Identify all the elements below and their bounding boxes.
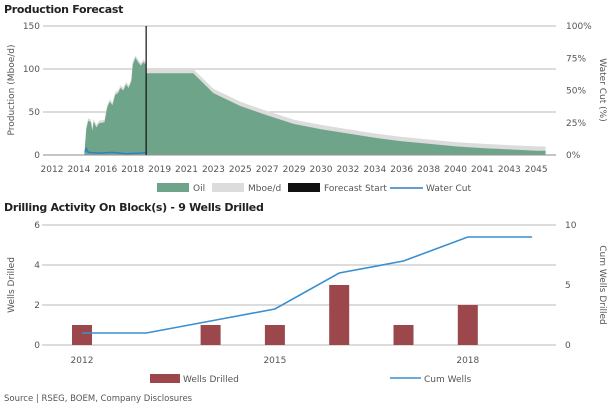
y2-axis-label: Water Cut (%)	[597, 58, 607, 121]
production-chart-title: Production Forecast	[4, 3, 124, 16]
y-axis-label: Wells Drilled	[7, 257, 17, 313]
y-tick-label: 2	[34, 301, 40, 311]
y-tick-label: 4	[34, 261, 40, 271]
legend-label: Cum Wells	[424, 375, 472, 385]
legend-label: Forecast Start	[324, 184, 387, 194]
oil-area	[52, 57, 546, 155]
legend-label: Water Cut	[426, 184, 471, 194]
y2-tick-label: 100%	[566, 22, 592, 32]
bar-wells-drilled-2015	[264, 325, 285, 345]
legend-swatch	[212, 183, 244, 192]
x-tick-label: 2034	[363, 165, 386, 175]
y2-tick-label: 75%	[566, 54, 586, 64]
y2-tick-label: 0	[565, 341, 571, 351]
y2-tick-label: 50%	[566, 87, 586, 97]
legend-label: Wells Drilled	[183, 375, 239, 385]
x-tick-label: 2036	[390, 165, 413, 175]
y2-tick-label: 25%	[566, 119, 586, 129]
y-tick-label: 0	[34, 341, 40, 351]
x-tick-label: 2012	[71, 356, 94, 366]
y-tick-label: 6	[34, 221, 40, 231]
y2-tick-label: 5	[565, 281, 571, 291]
x-tick-label: 2030	[310, 165, 333, 175]
x-tick-label: 2018	[456, 356, 479, 366]
x-tick-label: 2025	[229, 165, 252, 175]
cum-wells-line	[82, 236, 533, 334]
x-tick-label: 2023	[202, 165, 225, 175]
bar-wells-drilled-2018	[457, 305, 478, 345]
y-tick-label: 100	[23, 65, 40, 75]
x-tick-label: 2040	[444, 165, 467, 175]
water-cut-line	[84, 146, 147, 155]
x-tick-label: 2032	[336, 165, 359, 175]
x-tick-label: 2012	[41, 165, 64, 175]
y2-tick-label: 0%	[566, 151, 581, 161]
source-note: Source | RSEG, BOEM, Company Disclosures	[4, 394, 193, 404]
y-tick-label: 50	[29, 108, 41, 118]
x-tick-label: 2043	[498, 165, 521, 175]
x-tick-label: 2038	[417, 165, 440, 175]
legend-swatch	[288, 183, 320, 192]
y-tick-label: 0	[34, 151, 40, 161]
legend-label: Mboe/d	[248, 184, 281, 194]
x-tick-label: 2018	[121, 165, 144, 175]
x-tick-label: 2021	[175, 165, 198, 175]
bar-wells-drilled-2016	[329, 285, 350, 345]
x-tick-label: 2029	[283, 165, 306, 175]
bar-wells-drilled-2017	[393, 325, 414, 345]
bar-wells-drilled-2014	[200, 325, 221, 345]
x-tick-label: 2041	[471, 165, 494, 175]
legend-label: Oil	[193, 184, 205, 194]
bar-wells-drilled-2012	[72, 325, 92, 345]
x-tick-label: 2045	[525, 165, 548, 175]
y-axis-label: Production (Mboe/d)	[7, 44, 17, 135]
x-tick-label: 2016	[94, 165, 117, 175]
x-tick-label: 2015	[263, 356, 286, 366]
legend-swatch	[157, 183, 189, 192]
x-tick-label: 2014	[67, 165, 90, 175]
legend-swatch-wells-drilled	[150, 374, 180, 383]
x-tick-label: 2027	[256, 165, 279, 175]
x-tick-label: 2019	[148, 165, 171, 175]
drilling-chart-title: Drilling Activity On Block(s) - 9 Wells …	[4, 201, 264, 214]
y-tick-label: 150	[23, 22, 40, 32]
y2-axis-label: Cum Wells Drilled	[597, 245, 607, 324]
y2-tick-label: 10	[565, 221, 577, 231]
